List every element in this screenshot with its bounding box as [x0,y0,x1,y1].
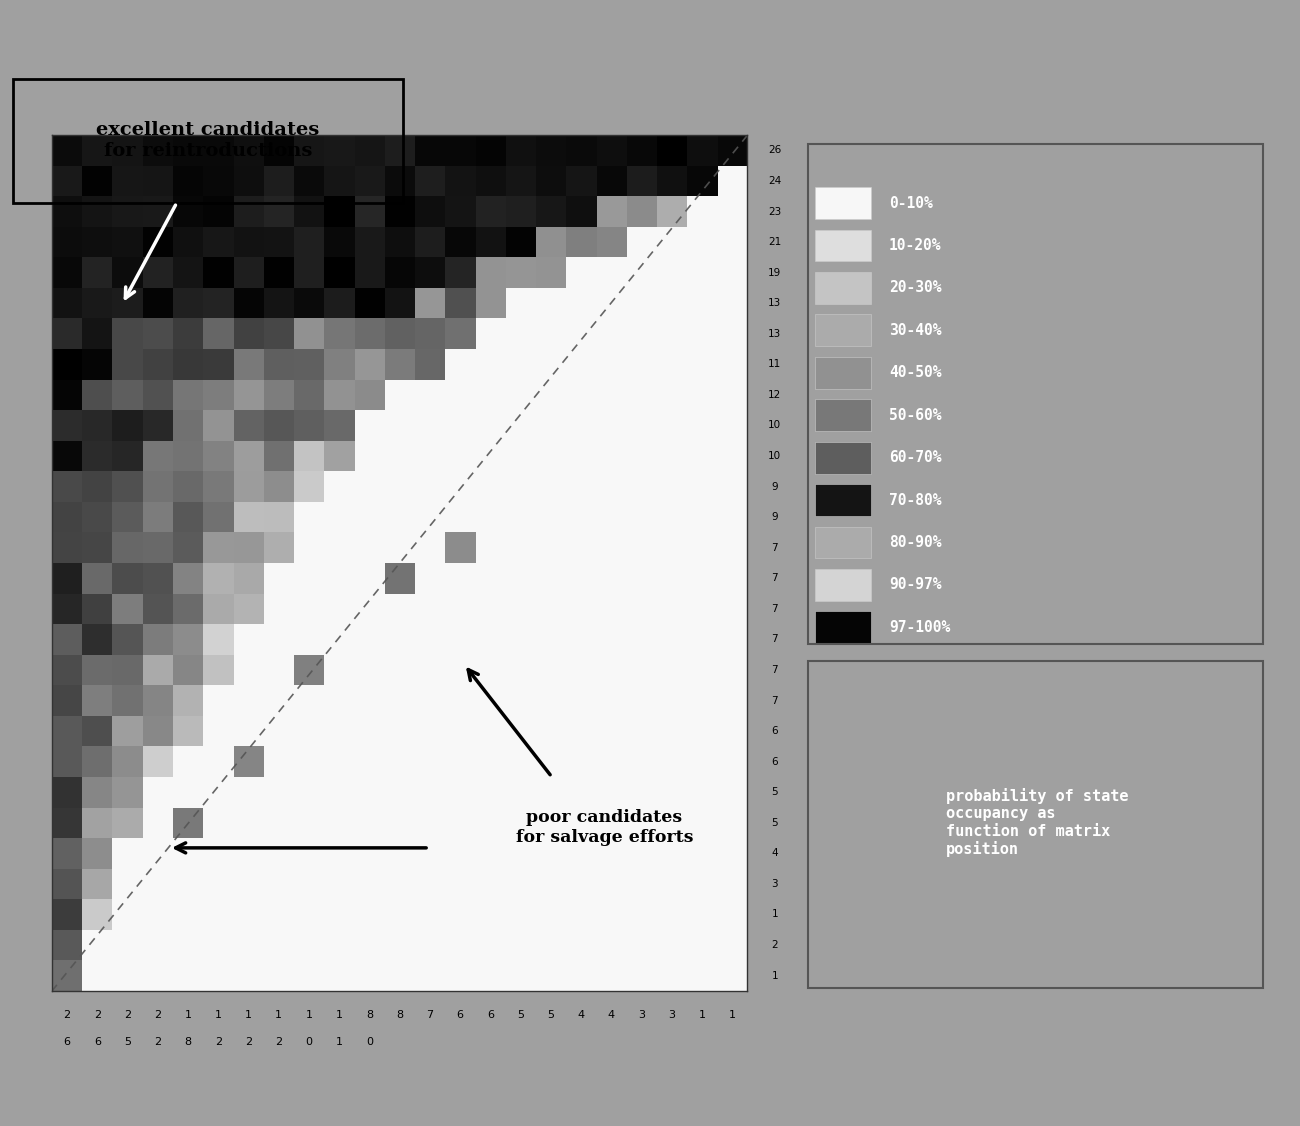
Bar [815,314,871,346]
Text: 23: 23 [768,206,781,216]
Text: 8: 8 [365,1010,373,1019]
Text: 5: 5 [517,1010,524,1019]
Text: 8: 8 [185,1037,191,1046]
Text: 2: 2 [244,1037,252,1046]
Text: 19: 19 [768,268,781,278]
Text: 5: 5 [124,1037,131,1046]
Bar [815,357,871,388]
Text: 6: 6 [771,726,779,736]
Text: 2: 2 [155,1010,161,1019]
Text: poor candidates
for salvage efforts: poor candidates for salvage efforts [516,810,693,846]
Text: 20-30%: 20-30% [889,280,941,295]
Text: 9: 9 [771,482,779,492]
Text: 13: 13 [768,298,781,309]
Text: 2: 2 [276,1037,282,1046]
Text: 7: 7 [771,604,779,614]
Text: 30-40%: 30-40% [889,323,941,338]
Text: 0: 0 [367,1037,373,1046]
Text: 3: 3 [638,1010,645,1019]
Text: 1: 1 [185,1010,191,1019]
Text: 50-60%: 50-60% [889,408,941,422]
Bar [815,484,871,516]
Text: 7: 7 [771,696,779,706]
Text: 1: 1 [335,1037,343,1046]
Text: 3: 3 [771,879,779,888]
Bar [815,611,871,643]
Text: 1: 1 [246,1010,252,1019]
Text: 5: 5 [547,1010,554,1019]
Text: 1: 1 [771,971,779,981]
Text: probability of state
occupancy as
function of matrix
position: probability of state occupancy as functi… [945,788,1128,857]
Text: 1: 1 [276,1010,282,1019]
Text: 80-90%: 80-90% [889,535,941,549]
Text: 0: 0 [306,1037,312,1046]
Bar [815,569,871,601]
Text: 10: 10 [768,452,781,461]
Text: 7: 7 [771,634,779,644]
Text: 9: 9 [771,512,779,522]
Text: 60-70%: 60-70% [889,450,941,465]
Text: 6: 6 [94,1037,101,1046]
Text: 6: 6 [456,1010,464,1019]
Text: 26: 26 [768,145,781,155]
Bar [815,187,871,218]
Text: 2: 2 [771,940,779,950]
Text: 40-50%: 40-50% [889,365,941,381]
Bar [815,527,871,558]
Text: 1: 1 [771,910,779,920]
Text: 6: 6 [64,1037,70,1046]
Text: 1: 1 [729,1010,736,1019]
Text: 10-20%: 10-20% [889,238,941,253]
Text: 6: 6 [488,1010,494,1019]
Text: 90-97%: 90-97% [889,578,941,592]
Text: 1: 1 [306,1010,312,1019]
Text: 2: 2 [155,1037,161,1046]
Text: 7: 7 [771,665,779,674]
Text: 6: 6 [771,757,779,767]
Text: 5: 5 [771,787,779,797]
Text: 1: 1 [698,1010,706,1019]
Bar [815,230,871,261]
Text: 8: 8 [396,1010,403,1019]
Text: 7: 7 [771,573,779,583]
Text: 4: 4 [771,848,779,858]
Text: 10: 10 [768,420,781,430]
Text: 5: 5 [771,817,779,828]
Text: 2: 2 [94,1010,101,1019]
Text: 24: 24 [768,176,781,186]
Text: 11: 11 [768,359,781,369]
Text: 1: 1 [214,1010,222,1019]
Text: 0-10%: 0-10% [889,196,933,211]
Text: 3: 3 [668,1010,676,1019]
Bar [815,441,871,474]
Text: 12: 12 [768,390,781,400]
Text: 4: 4 [577,1010,585,1019]
Text: 13: 13 [768,329,781,339]
Text: 2: 2 [64,1010,70,1019]
Bar [815,400,871,431]
Text: 70-80%: 70-80% [889,492,941,508]
Bar [815,272,871,304]
Text: 2: 2 [214,1037,222,1046]
Text: 4: 4 [608,1010,615,1019]
Text: 7: 7 [426,1010,434,1019]
Text: excellent candidates
for reintroductions: excellent candidates for reintroductions [96,122,320,160]
Text: 1: 1 [335,1010,343,1019]
Text: 2: 2 [124,1010,131,1019]
Text: 21: 21 [768,238,781,247]
Text: 7: 7 [771,543,779,553]
Text: 97-100%: 97-100% [889,619,950,635]
